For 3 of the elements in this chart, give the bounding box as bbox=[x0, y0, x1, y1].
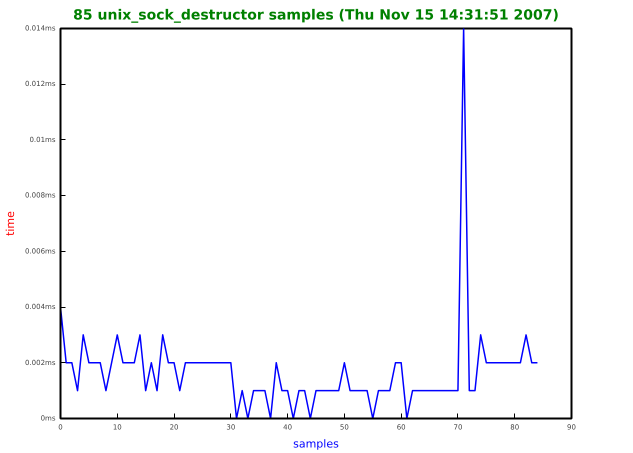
chart-title: 85 unix_sock_destructor samples (Thu Nov 15 14:31:51 2007) bbox=[73, 8, 559, 24]
x-axis-title: samples bbox=[293, 438, 340, 450]
y-axis-title: time bbox=[4, 210, 17, 236]
